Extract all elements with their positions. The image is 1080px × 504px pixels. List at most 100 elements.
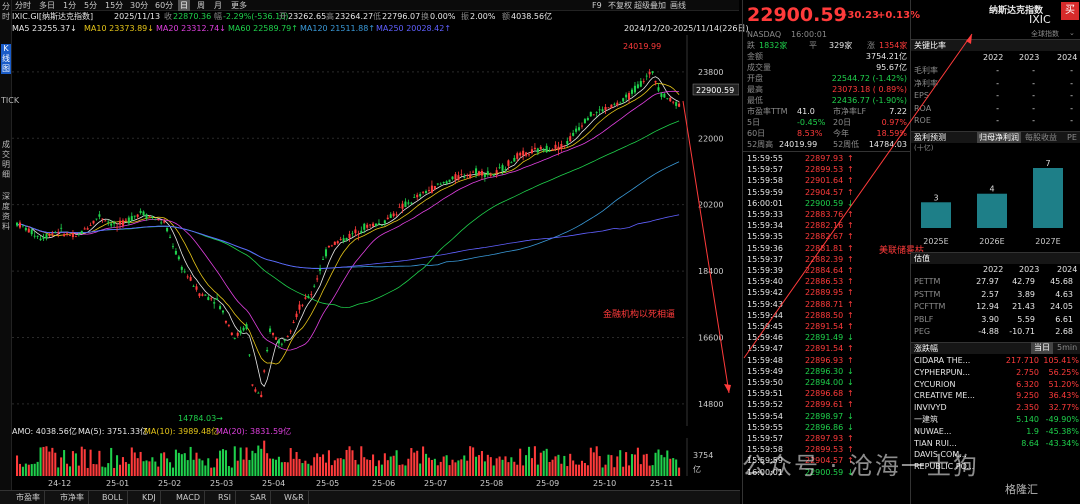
view-tab-timeshare[interactable]: 分时 bbox=[2, 2, 10, 21]
period-60min[interactable]: 60分 bbox=[155, 1, 174, 10]
valuation-value: 3.89 bbox=[1017, 289, 1035, 299]
tab-pb[interactable]: 市净率 bbox=[56, 491, 89, 504]
y-tick-label: 20200 bbox=[698, 201, 723, 210]
ratio-label: ROE bbox=[914, 116, 931, 125]
volume-bar bbox=[377, 460, 380, 476]
ratio-label: 净利率 bbox=[914, 78, 938, 88]
volume-bar bbox=[230, 467, 233, 476]
tab-rsi[interactable]: RSI bbox=[214, 491, 236, 504]
arrow-down-icon: ↓ bbox=[847, 467, 854, 477]
candle-body bbox=[322, 259, 325, 260]
candle-body bbox=[280, 343, 283, 345]
x-tick-label: 25-02 bbox=[158, 479, 181, 488]
tab-eps[interactable]: 每股收益 bbox=[1025, 133, 1057, 142]
volume-bar bbox=[204, 465, 207, 476]
arrow-head-up-icon bbox=[966, 34, 972, 44]
arrow-up-icon: ↑ bbox=[847, 434, 854, 443]
candle-body bbox=[66, 232, 69, 234]
candle-body bbox=[616, 102, 619, 106]
price-tag: 22900.59 bbox=[696, 86, 734, 95]
candle-body bbox=[357, 234, 360, 236]
period-15min[interactable]: 15分 bbox=[105, 1, 124, 10]
candle-body bbox=[227, 325, 230, 327]
period-month[interactable]: 月 bbox=[214, 1, 222, 10]
volume-bar bbox=[466, 460, 469, 476]
volume-bar bbox=[542, 450, 545, 476]
draw-line-button[interactable]: 画线 bbox=[670, 1, 686, 10]
tick-price: 22891.49 bbox=[805, 333, 844, 343]
tab-today[interactable]: 当日 bbox=[1031, 342, 1053, 354]
tab-pe-forecast[interactable]: PE bbox=[1067, 133, 1077, 142]
quote-row: 金额 3754.21亿 bbox=[747, 51, 907, 62]
annotation-arrow-up bbox=[743, 33, 973, 359]
volume-bar bbox=[489, 457, 492, 476]
period-multiday[interactable]: 多日 bbox=[39, 1, 55, 10]
tick-time: 15:59:47 bbox=[747, 344, 783, 354]
candle-body bbox=[445, 181, 448, 184]
volume-bar bbox=[598, 456, 601, 476]
volume-bar bbox=[304, 460, 307, 476]
tick-row: 15:59:59 22904.57 ↑ bbox=[747, 455, 907, 466]
tick-time: 15:59:36 bbox=[747, 243, 783, 253]
candle-body bbox=[39, 238, 42, 241]
tab-macd[interactable]: MACD bbox=[172, 491, 205, 504]
volume-bar bbox=[107, 463, 110, 476]
tab-sar[interactable]: SAR bbox=[246, 491, 272, 504]
candle-body bbox=[319, 268, 322, 271]
period-more[interactable]: 更多 bbox=[231, 1, 247, 10]
buy-button[interactable]: 买 bbox=[1061, 2, 1079, 20]
candle-body bbox=[554, 144, 557, 149]
ratio-value: - bbox=[1070, 116, 1073, 125]
f9-button[interactable]: F9 bbox=[592, 1, 602, 10]
forecast-value: 3 bbox=[933, 193, 938, 202]
tab-boll[interactable]: BOLL bbox=[98, 491, 128, 504]
volume-bar bbox=[522, 465, 525, 476]
tick-row: 15:59:37 22882.39 ↑ bbox=[747, 254, 907, 265]
tick-row: 16:00:01 22900.59 ↓ bbox=[747, 467, 907, 478]
volume-bar bbox=[89, 449, 92, 476]
period-5min[interactable]: 5分 bbox=[84, 1, 98, 10]
tab-kdj[interactable]: KDJ bbox=[138, 491, 161, 504]
volume-bar bbox=[675, 459, 678, 476]
tab-net-profit[interactable]: 归母净利润 bbox=[977, 132, 1021, 143]
tab-5min[interactable]: 5min bbox=[1057, 343, 1078, 352]
volume-bar bbox=[257, 445, 260, 476]
view-tab-kline[interactable]: K线图 bbox=[1, 44, 11, 74]
x-tick-label: 25-04 bbox=[262, 479, 285, 488]
tick-price: 22904.57 bbox=[805, 187, 844, 197]
ratio-value: - bbox=[996, 91, 999, 100]
volume-bar bbox=[174, 449, 177, 476]
candle-body bbox=[348, 233, 351, 239]
volume-bar bbox=[116, 455, 119, 476]
tick-row: 15:59:51 22896.68 ↑ bbox=[747, 388, 907, 399]
volume-bar bbox=[439, 461, 442, 476]
x-tick-label: 25-07 bbox=[424, 479, 447, 488]
mover-change: 36.43% bbox=[1048, 391, 1079, 401]
volume-bar bbox=[210, 467, 213, 476]
annotation-arrow-down bbox=[682, 100, 730, 394]
volume-bar bbox=[651, 465, 654, 476]
tab-pe[interactable]: 市盈率 bbox=[12, 491, 45, 504]
period-week[interactable]: 周 bbox=[197, 1, 205, 10]
volume-bar bbox=[145, 460, 148, 476]
view-tab-tick[interactable]: TICK bbox=[1, 96, 20, 105]
period-timeshare[interactable]: 分时 bbox=[15, 1, 31, 10]
ma250-label: MA250 20028.42↑ bbox=[376, 24, 452, 33]
period-30min[interactable]: 30分 bbox=[130, 1, 149, 10]
volume-bar bbox=[374, 466, 378, 476]
view-tab-trade-detail[interactable]: 成交明细 bbox=[2, 140, 10, 179]
vol-ma20-label: MA(20): 3831.59亿 bbox=[216, 427, 292, 436]
view-tab-depth[interactable]: 深度资料 bbox=[2, 192, 10, 231]
tick-price: 22896.30 bbox=[805, 366, 844, 376]
volume-bar bbox=[236, 460, 239, 476]
volume-chart[interactable]: 3754 亿 bbox=[12, 438, 739, 476]
no-adjust-button[interactable]: 不复权 bbox=[608, 1, 632, 10]
candle-body bbox=[472, 171, 475, 173]
volume-bar bbox=[324, 462, 328, 476]
period-day[interactable]: 日 bbox=[178, 0, 190, 11]
tab-wr[interactable]: W&R bbox=[280, 491, 309, 504]
super-overlay-button[interactable]: 超级叠加 bbox=[634, 1, 666, 10]
period-1min[interactable]: 1分 bbox=[63, 1, 77, 10]
chevron-down-icon[interactable]: ⌄ bbox=[1069, 29, 1075, 37]
